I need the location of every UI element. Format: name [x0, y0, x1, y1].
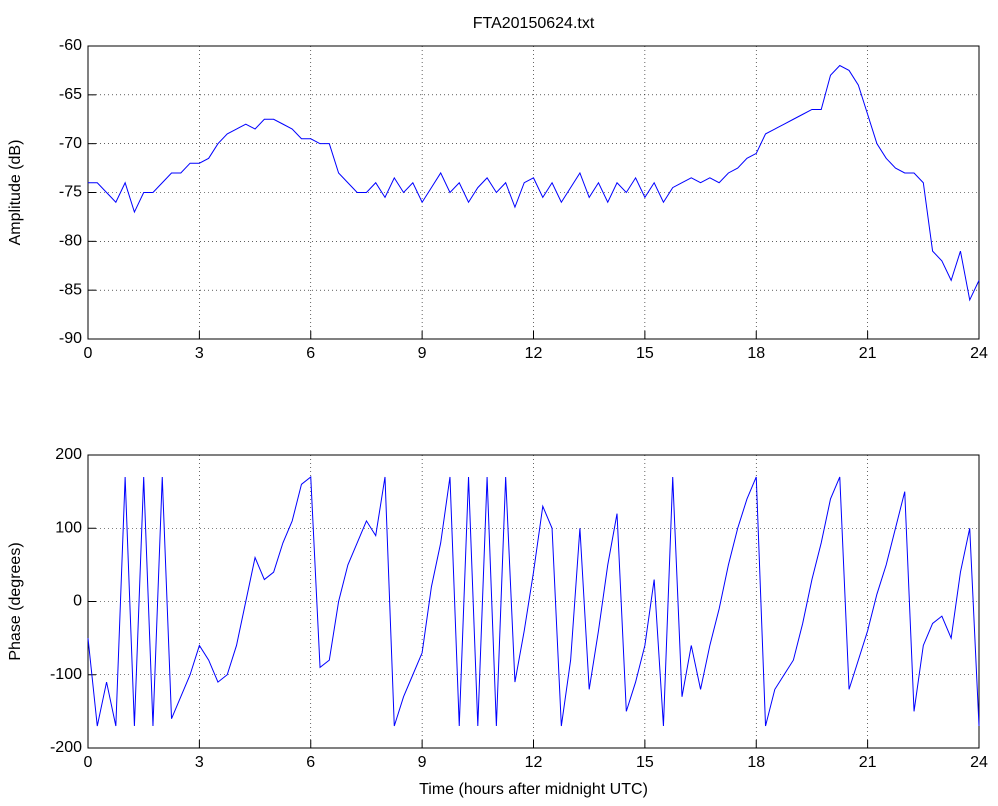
y-tick-label: -85	[59, 281, 82, 298]
y-tick-label: -100	[50, 666, 82, 683]
x-tick-label: 15	[636, 754, 654, 771]
y-tick-label: -75	[59, 184, 82, 201]
x-tick-label: 24	[970, 754, 988, 771]
x-tick-label: 21	[859, 754, 877, 771]
x-tick-label: 0	[84, 754, 93, 771]
axes-box	[87, 454, 980, 749]
x-tick-label: 21	[859, 345, 877, 362]
x-tick-label: 3	[195, 754, 204, 771]
y-tick-label: -80	[59, 233, 82, 250]
x-tick-label: 9	[418, 345, 427, 362]
axes-box	[87, 45, 980, 340]
y-tick-label: 200	[55, 446, 82, 463]
x-tick-label: 0	[84, 345, 93, 362]
x-tick-label: 15	[636, 345, 654, 362]
data-line	[88, 64, 980, 302]
x-tick-label: 12	[525, 345, 543, 362]
y-tick-label: -65	[59, 86, 82, 103]
x-tick-label: 6	[306, 754, 315, 771]
y-tick-label: -90	[59, 330, 82, 347]
chart-title: FTA20150624.txt	[473, 15, 595, 32]
y-tick-label: 0	[73, 593, 82, 610]
x-tick-label: 9	[418, 754, 427, 771]
x-tick-label: 18	[747, 754, 765, 771]
y-tick-label: -60	[59, 37, 82, 54]
x-tick-label: 3	[195, 345, 204, 362]
x-tick-label: 24	[970, 345, 988, 362]
x-axis-label: Time (hours after midnight UTC)	[419, 781, 648, 798]
y-tick-label: 100	[55, 519, 82, 536]
x-tick-label: 12	[525, 754, 543, 771]
y-tick-label: -70	[59, 135, 82, 152]
y-axis-label: Amplitude (dB)	[7, 140, 24, 246]
x-tick-label: 6	[306, 345, 315, 362]
y-axis-label: Phase (degrees)	[7, 542, 24, 660]
y-tick-label: -200	[50, 739, 82, 756]
x-tick-label: 18	[747, 345, 765, 362]
data-line	[87, 475, 980, 727]
